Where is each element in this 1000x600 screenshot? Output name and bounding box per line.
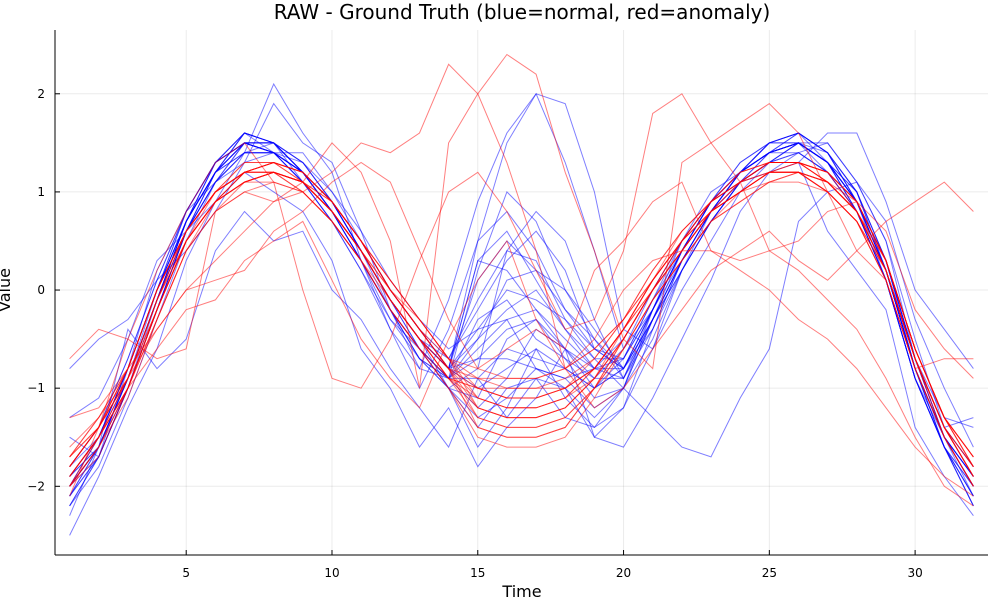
series-line-normal — [69, 152, 974, 507]
series-line-normal — [69, 142, 974, 487]
series-line-anomaly — [69, 162, 974, 458]
series-line-anomaly — [69, 53, 974, 389]
series-line-normal — [69, 93, 974, 370]
series-line-normal — [69, 132, 974, 477]
y-tick-label: 1 — [37, 185, 45, 199]
x-tick-label: 10 — [324, 566, 339, 580]
y-tick-label: 0 — [37, 283, 45, 297]
y-tick-label: −2 — [27, 479, 45, 493]
series-line-normal — [69, 82, 974, 428]
x-tick-label: 25 — [762, 566, 777, 580]
series-line-anomaly — [69, 63, 974, 419]
series-line-anomaly — [69, 161, 974, 467]
series-line-anomaly — [69, 93, 974, 507]
y-tick-label: 2 — [37, 87, 45, 101]
x-tick-label: 5 — [182, 566, 190, 580]
axes — [54, 30, 988, 556]
y-tick-label: −1 — [27, 381, 45, 395]
x-tick-label: 15 — [470, 566, 485, 580]
grid-lines — [55, 30, 988, 555]
chart-title: RAW - Ground Truth (blue=normal, red=ano… — [274, 0, 771, 24]
x-tick-label: 30 — [907, 566, 922, 580]
series-line-anomaly — [69, 220, 974, 497]
series-line-anomaly — [69, 181, 974, 487]
series-line-normal — [69, 142, 974, 458]
x-tick-label: 20 — [616, 566, 631, 580]
series-lines — [69, 53, 974, 536]
y-tick-labels: −2 −1 0 1 2 — [27, 87, 45, 494]
series-line-anomaly — [69, 171, 974, 477]
x-axis-label: Time — [501, 582, 541, 600]
series-line-normal — [69, 132, 974, 477]
x-tick-labels: 5 10 15 20 25 30 — [182, 566, 922, 580]
series-line-anomaly — [69, 161, 974, 448]
y-axis-label: Value — [0, 268, 14, 312]
